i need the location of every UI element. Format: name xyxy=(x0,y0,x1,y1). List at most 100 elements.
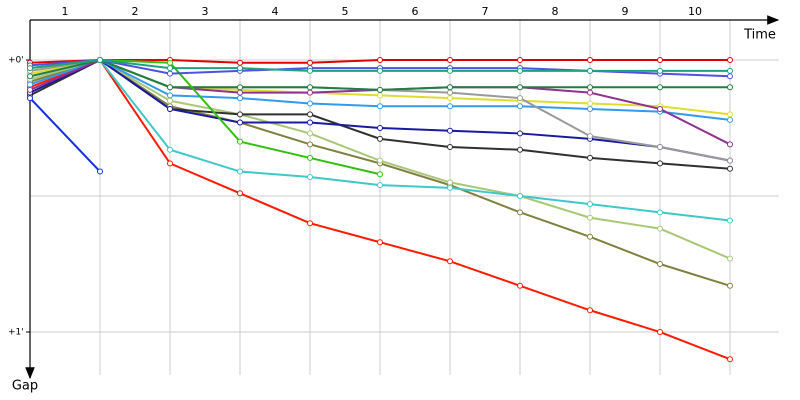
x-tick-label: 2 xyxy=(132,5,139,18)
x-tick-label: 1 xyxy=(62,5,69,18)
point xyxy=(167,70,173,77)
point xyxy=(377,182,383,189)
y-axis-label: Gap xyxy=(12,379,38,394)
point xyxy=(377,103,383,110)
point xyxy=(307,84,313,91)
point xyxy=(587,154,593,161)
series-line xyxy=(29,97,101,173)
point xyxy=(167,146,173,153)
point xyxy=(657,84,663,91)
point xyxy=(447,258,453,265)
plot-area xyxy=(27,56,733,363)
x-tick-label: 6 xyxy=(412,5,419,18)
point xyxy=(307,154,313,161)
y-tick-label: +0' xyxy=(8,55,24,65)
series-line xyxy=(29,58,381,176)
point xyxy=(307,89,313,96)
point xyxy=(377,157,383,164)
point xyxy=(517,130,523,137)
point xyxy=(237,119,243,126)
point xyxy=(27,65,33,72)
point xyxy=(517,103,523,110)
point xyxy=(377,171,383,178)
x-tick-label: 7 xyxy=(482,5,489,18)
point xyxy=(307,59,313,66)
point xyxy=(447,127,453,134)
point xyxy=(657,160,663,167)
point xyxy=(447,103,453,110)
point xyxy=(587,133,593,140)
point xyxy=(307,119,313,126)
point xyxy=(587,214,593,221)
point xyxy=(517,209,523,216)
point xyxy=(447,84,453,91)
point xyxy=(237,111,243,118)
x-tick-label: 3 xyxy=(202,5,209,18)
point xyxy=(587,89,593,96)
x-tick-label: 9 xyxy=(622,5,629,18)
point xyxy=(517,95,523,102)
y-tick-label: +1' xyxy=(8,328,24,338)
point xyxy=(237,138,243,145)
point xyxy=(377,124,383,131)
point xyxy=(447,95,453,102)
point xyxy=(307,67,313,74)
point xyxy=(237,95,243,102)
point xyxy=(517,67,523,74)
point xyxy=(167,84,173,91)
point xyxy=(657,67,663,74)
point xyxy=(167,97,173,104)
point xyxy=(727,217,733,224)
point xyxy=(27,86,33,93)
point xyxy=(27,73,33,80)
point xyxy=(237,65,243,72)
point xyxy=(727,56,733,63)
point xyxy=(657,209,663,216)
point xyxy=(657,144,663,151)
point xyxy=(377,135,383,142)
x-tick-label: 10 xyxy=(688,5,702,18)
point xyxy=(517,193,523,200)
point xyxy=(377,239,383,246)
point xyxy=(447,179,453,186)
point xyxy=(237,89,243,96)
point xyxy=(377,92,383,99)
x-tick-label: 4 xyxy=(272,5,279,18)
point xyxy=(727,282,733,289)
x-tick-label: 8 xyxy=(552,5,559,18)
point xyxy=(237,190,243,197)
point xyxy=(307,130,313,137)
point xyxy=(167,105,173,112)
point xyxy=(307,173,313,180)
point xyxy=(377,67,383,74)
point xyxy=(307,111,313,118)
point xyxy=(727,255,733,262)
point xyxy=(447,89,453,96)
point xyxy=(587,100,593,107)
point xyxy=(27,95,33,102)
point xyxy=(727,356,733,363)
point xyxy=(657,56,663,63)
point xyxy=(237,168,243,175)
point xyxy=(517,146,523,153)
point xyxy=(307,100,313,107)
point xyxy=(587,84,593,91)
point xyxy=(167,92,173,99)
point xyxy=(167,59,173,66)
point xyxy=(657,225,663,232)
point xyxy=(97,168,103,175)
point xyxy=(727,141,733,148)
point xyxy=(167,65,173,72)
point xyxy=(727,165,733,172)
point xyxy=(587,105,593,112)
point xyxy=(447,67,453,74)
point xyxy=(517,282,523,289)
point xyxy=(517,56,523,63)
point xyxy=(727,73,733,80)
point xyxy=(587,201,593,208)
point xyxy=(27,81,33,88)
point xyxy=(727,67,733,74)
point xyxy=(587,67,593,74)
point xyxy=(727,116,733,123)
point xyxy=(587,56,593,63)
